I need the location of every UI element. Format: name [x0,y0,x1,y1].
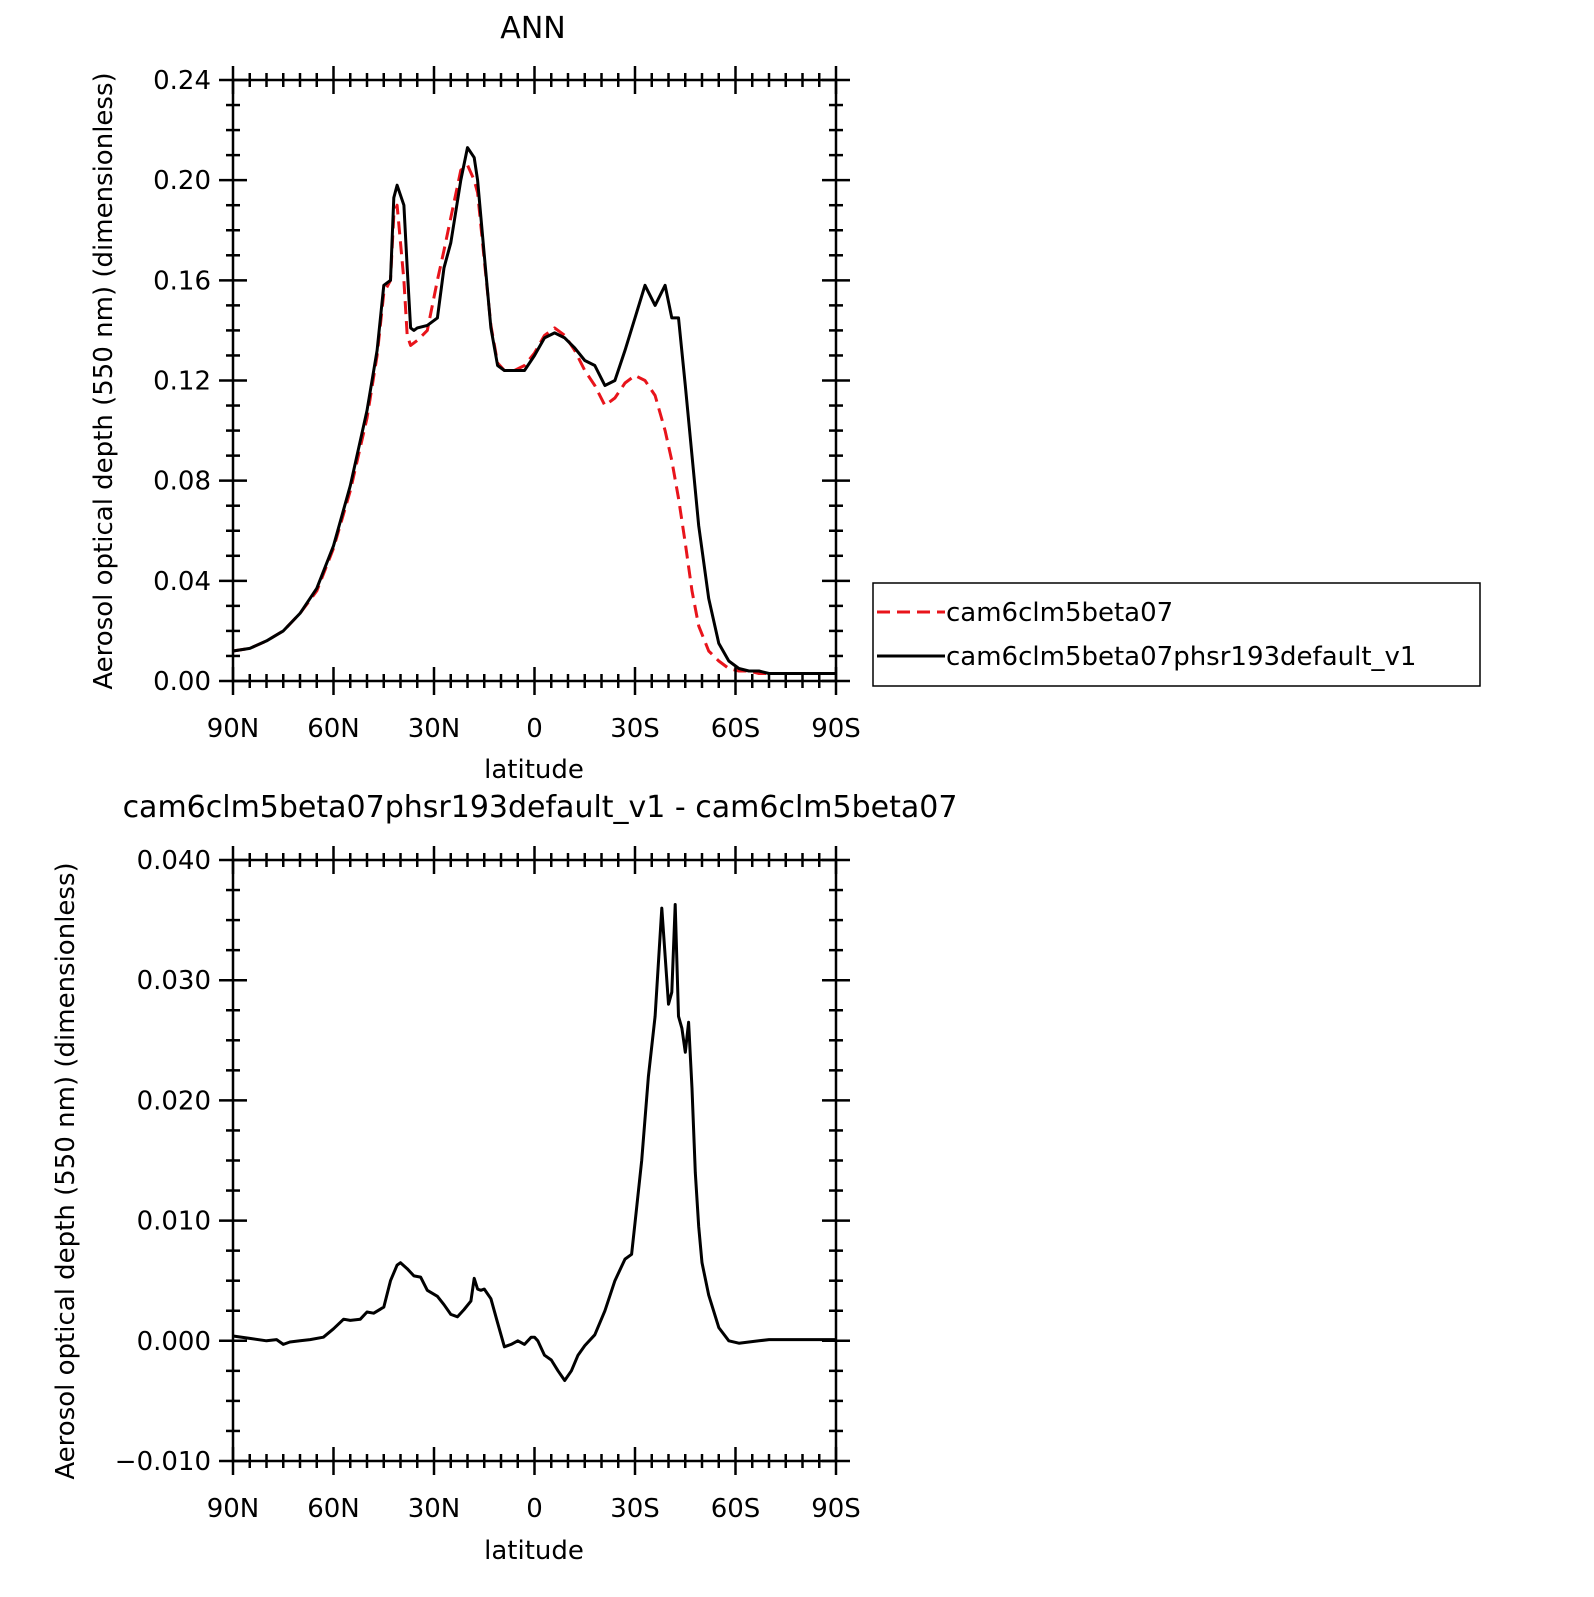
x-tick-label: 30S [610,714,660,744]
series-line-1 [232,903,836,1382]
y-tick-label: 0.04 [153,567,211,597]
top-panel-frame [231,78,838,683]
x-tick-label: 0 [526,714,543,744]
y-tick-label: 0.020 [137,1086,211,1116]
bottom-panel-plot-area [232,903,836,1382]
x-tick-label: 30S [610,1494,660,1524]
top-panel-title: ANN [500,11,565,46]
bottom-panel-x-axis-label: latitude [484,1536,584,1566]
x-tick-label: 60N [307,714,360,744]
y-tick-label: 0.20 [153,166,211,196]
bottom-panel-ticks [219,846,850,1475]
legend: cam6clm5beta07 cam6clm5beta07phsr193defa… [872,582,1481,687]
bottom-panel-frame [231,858,838,1463]
bottom-panel-title: cam6clm5beta07phsr193default_v1 - cam6cl… [123,790,958,825]
y-tick-label: 0.16 [153,266,211,296]
x-tick-label: 90N [207,1494,260,1524]
legend-label-series-2: cam6clm5beta07phsr193default_v1 [946,642,1416,672]
legend-box [872,582,1481,687]
y-tick-label: 0.24 [153,66,211,96]
x-tick-label: 90S [811,714,861,744]
bottom-panel-x-tick-labels: 90N 60N 30N 0 30S 60S 90S [207,1494,861,1524]
y-tick-label: 0.040 [137,846,211,876]
x-tick-label: 90N [207,714,260,744]
x-tick-label: 30N [408,1494,461,1524]
x-tick-label: 30N [408,714,461,744]
bottom-panel: cam6clm5beta07phsr193default_v1 - cam6cl… [51,790,957,1566]
x-tick-label: 60S [711,1494,761,1524]
top-panel: ANN 0.00 0.04 0.08 0.12 0.16 0.20 0.24 90N 60N 3… [89,11,861,785]
y-tick-label: −0.010 [115,1447,211,1477]
bottom-panel-y-tick-labels: −0.010 0.000 0.010 0.020 0.030 0.040 [115,846,211,1477]
series-line-1 [232,163,836,675]
x-tick-label: 0 [526,1494,543,1524]
legend-label-series-1: cam6clm5beta07 [946,598,1173,628]
y-tick-label: 0.000 [137,1327,211,1357]
top-panel-ticks [219,66,850,695]
x-tick-label: 60N [307,1494,360,1524]
top-panel-y-axis-label: Aerosol optical depth (550 nm) (dimensio… [89,72,119,689]
y-tick-label: 0.08 [153,467,211,497]
x-tick-label: 90S [811,1494,861,1524]
bottom-panel-y-axis-label: Aerosol optical depth (550 nm) (dimensio… [51,862,81,1479]
top-panel-x-tick-labels: 90N 60N 30N 0 30S 60S 90S [207,714,861,744]
y-tick-label: 0.00 [153,667,211,697]
series-line-2 [232,146,836,675]
y-tick-label: 0.12 [153,367,211,397]
y-tick-label: 0.030 [137,966,211,996]
y-tick-label: 0.010 [137,1207,211,1237]
top-panel-x-axis-label: latitude [484,755,584,785]
top-panel-plot-area [232,146,836,675]
x-tick-label: 60S [711,714,761,744]
top-panel-y-tick-labels: 0.00 0.04 0.08 0.12 0.16 0.20 0.24 [153,66,211,697]
